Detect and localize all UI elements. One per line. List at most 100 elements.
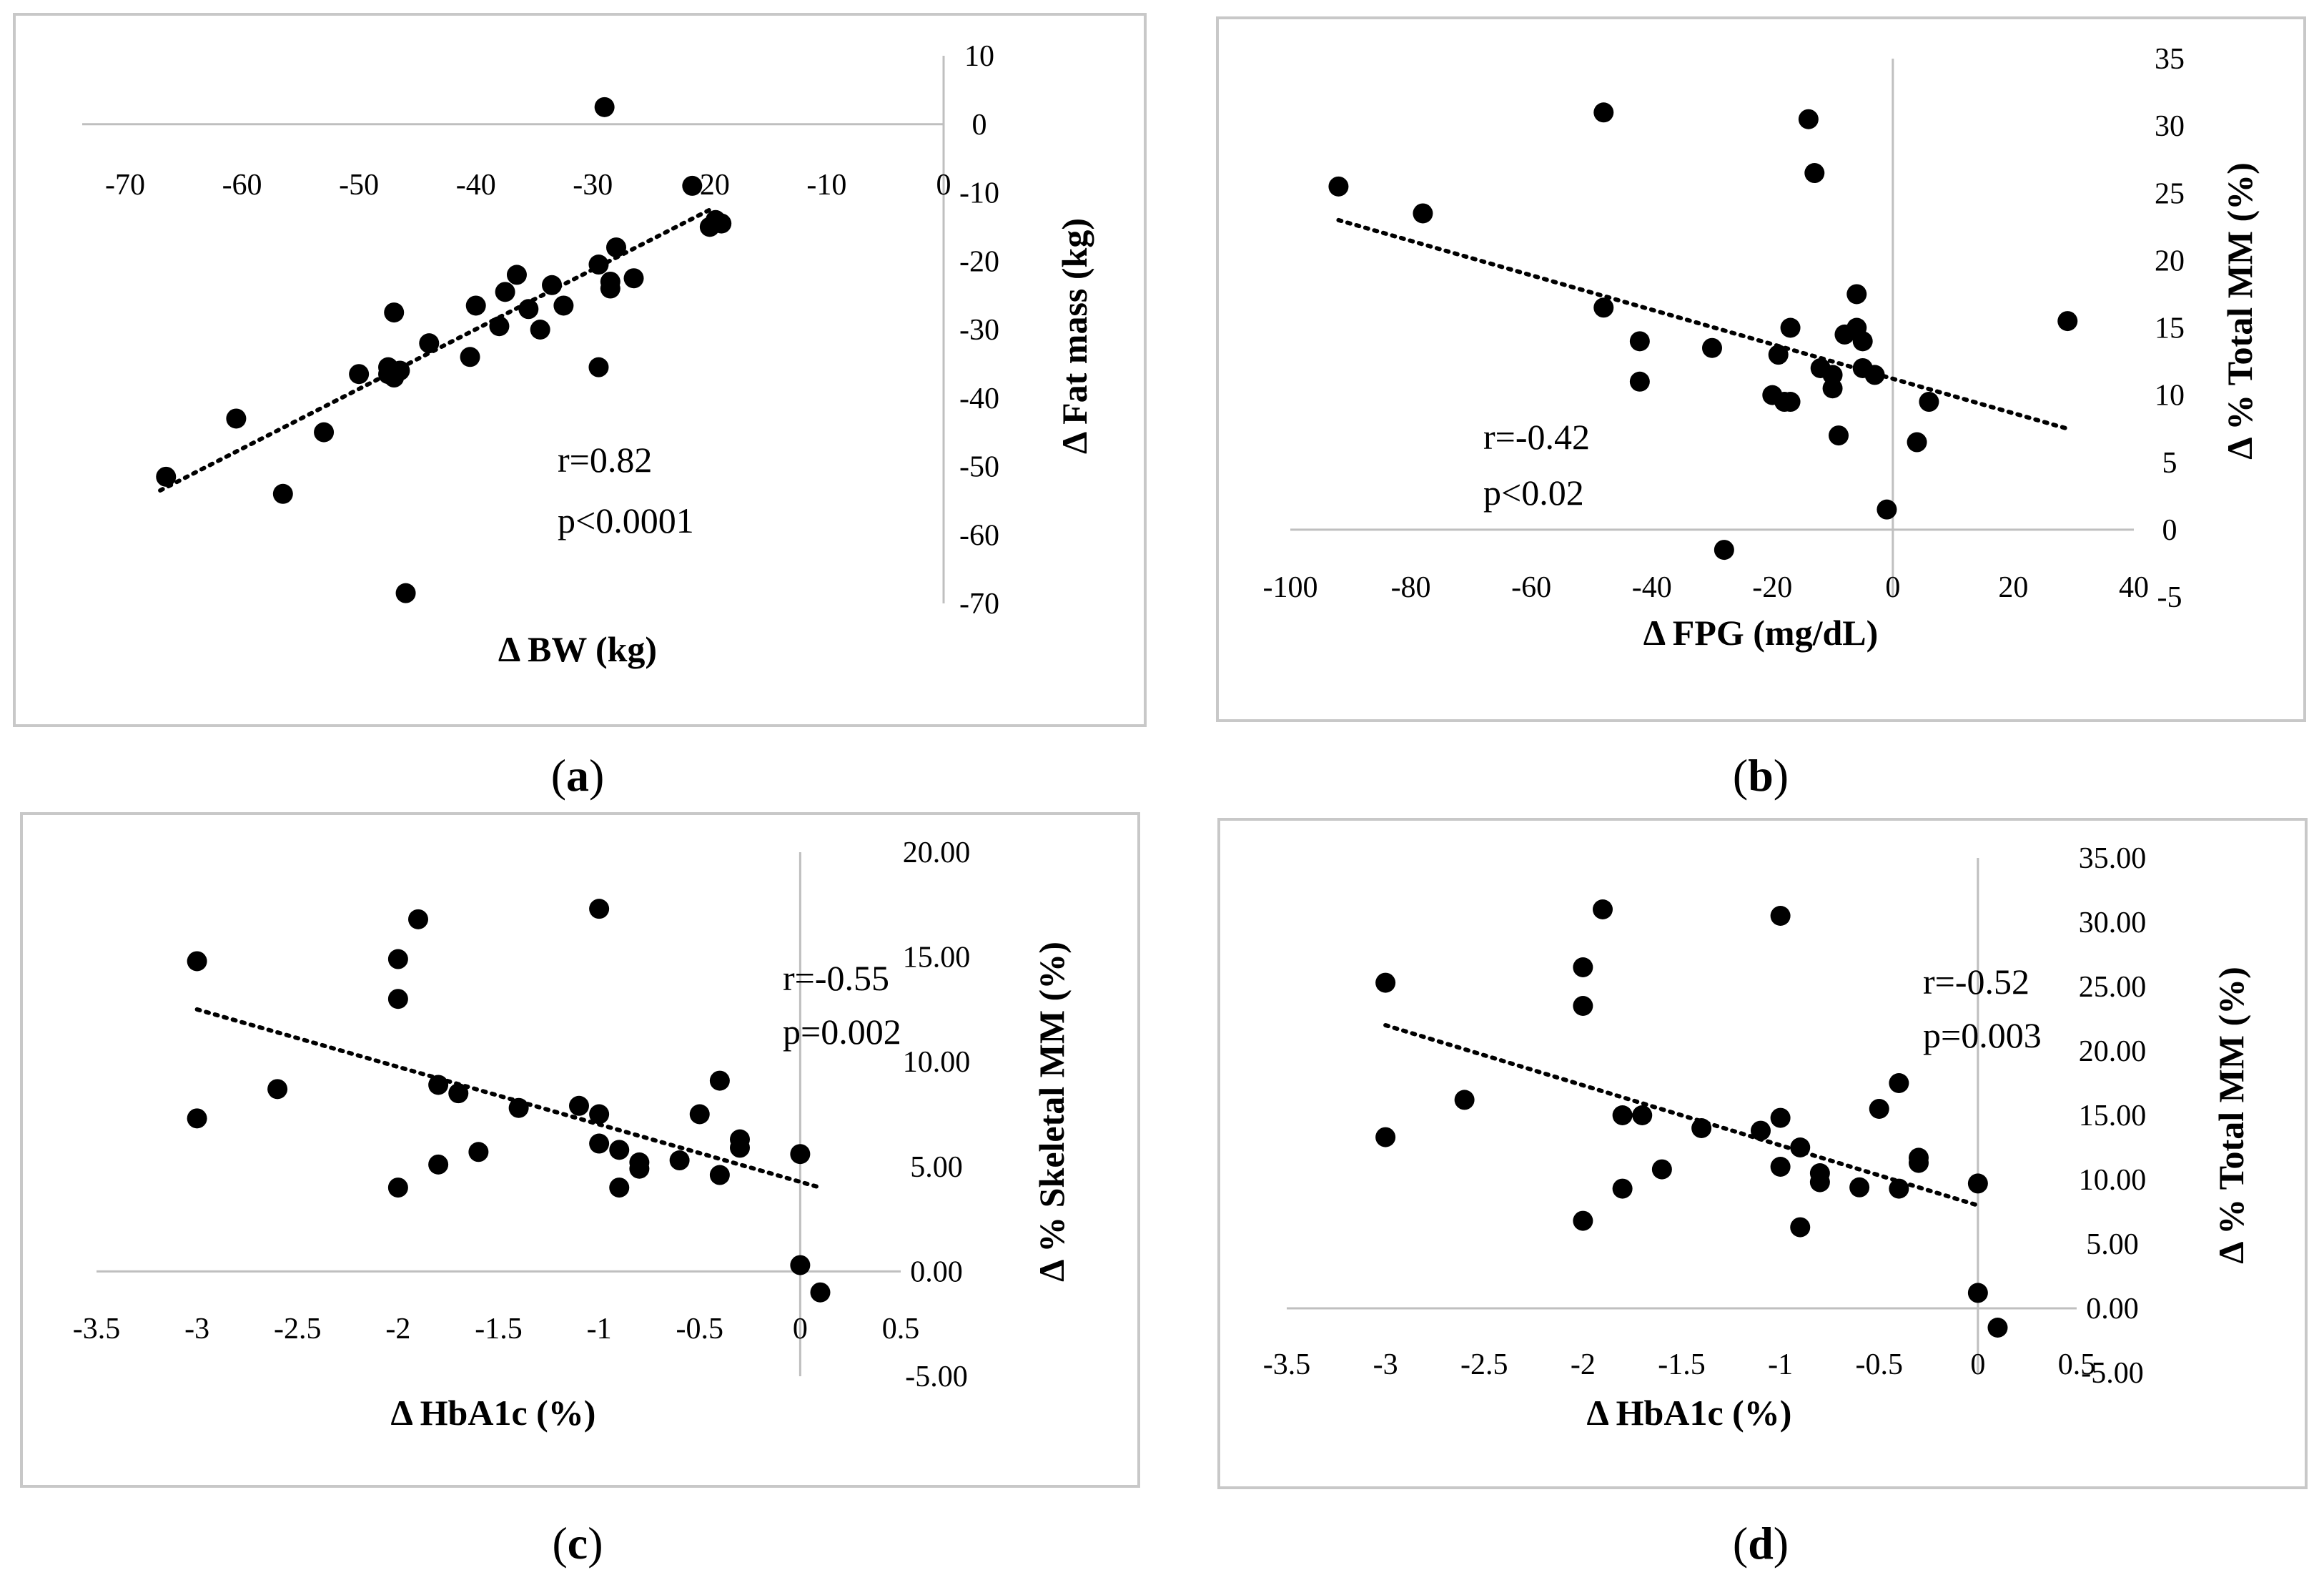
data-point <box>600 278 620 299</box>
trendline <box>194 1007 823 1190</box>
y-tick-label: 20 <box>2155 245 2185 277</box>
data-point <box>1849 1177 1870 1198</box>
x-tick-label: -100 <box>1263 571 1318 604</box>
data-point <box>1809 1172 1830 1193</box>
y-tick-label: -10 <box>959 177 999 210</box>
data-point <box>187 951 207 972</box>
x-tick-label: -40 <box>456 169 496 202</box>
data-point <box>609 1140 630 1160</box>
y-tick-label: -30 <box>959 314 999 347</box>
data-point <box>1328 176 1349 197</box>
data-point <box>349 364 370 385</box>
y-tick-label: 35.00 <box>2079 842 2147 875</box>
x-tick-label: -10 <box>806 169 846 202</box>
data-point <box>489 316 510 337</box>
y-axis-title: Δ % Skeletal MM (%) <box>1032 942 1072 1282</box>
scatter-panel-a: -70 -60 -50 -40 -30 -20 -10 0100-10-20-30-40-50… <box>82 40 1094 669</box>
y-tick-label: 20.00 <box>2079 1035 2147 1068</box>
x-tick-label: -30 <box>573 169 613 202</box>
data-point <box>272 483 293 504</box>
data-point <box>1852 331 1873 352</box>
data-point <box>1876 499 1897 520</box>
x-axis-title: Δ FPG (mg/dL) <box>1643 613 1879 653</box>
panel-label-b: (b) <box>1733 750 1789 801</box>
x-tick-label: 0 <box>936 169 951 202</box>
data-point <box>1919 392 1939 413</box>
data-point <box>790 1144 811 1165</box>
data-point <box>1651 1159 1672 1180</box>
data-point <box>384 302 405 323</box>
data-point <box>542 275 563 295</box>
data-point <box>1780 317 1801 338</box>
y-tick-label: -50 <box>959 451 999 484</box>
data-point <box>682 175 703 196</box>
scatter-panel-c: -3.5 -3 -2.5 -2 -1.5 -1 -0.5 0 0.5 20.00 15.00 10.0… <box>73 836 1072 1433</box>
y-tick-label: -5.00 <box>905 1361 968 1393</box>
data-point <box>589 1133 610 1154</box>
y-tick-label: 25.00 <box>2079 971 2147 1004</box>
data-point <box>1770 1157 1791 1177</box>
data-point <box>1909 1152 1929 1173</box>
data-point <box>1573 1210 1593 1231</box>
y-tick-label: 10 <box>964 40 994 73</box>
y-tick-label: 5.00 <box>2086 1228 2139 1261</box>
x-tick-label: 40 <box>2119 571 2149 604</box>
data-point <box>1790 1137 1811 1157</box>
data-point <box>408 909 428 929</box>
x-tick-label: -60 <box>1511 571 1551 604</box>
data-point <box>419 333 440 354</box>
data-point <box>468 1142 489 1162</box>
x-tick-label: -2.5 <box>1460 1348 1508 1381</box>
data-point <box>187 1108 207 1129</box>
x-tick-label: -60 <box>222 169 262 202</box>
data-point <box>1714 540 1734 561</box>
panel-label-d: (d) <box>1733 1518 1789 1569</box>
data-point <box>267 1079 288 1100</box>
y-tick-label: 35 <box>2155 43 2185 76</box>
data-point <box>609 1177 630 1198</box>
data-point <box>669 1150 690 1171</box>
data-point <box>1889 1073 1909 1093</box>
data-point <box>1629 371 1650 392</box>
data-point <box>1869 1099 1889 1119</box>
data-point <box>508 1097 529 1118</box>
stat-annotation: p=0.003 <box>1923 1015 2042 1055</box>
x-tick-label: -2.5 <box>274 1313 322 1346</box>
x-tick-label: -1 <box>1768 1348 1793 1381</box>
y-tick-label: 0 <box>2162 514 2177 547</box>
x-tick-label: -80 <box>1391 571 1431 604</box>
x-axis-title: Δ HbA1c (%) <box>1587 1393 1792 1433</box>
panel-label-c: (c) <box>552 1518 603 1569</box>
data-point <box>1987 1318 2008 1338</box>
y-tick-label: -70 <box>959 588 999 621</box>
data-point <box>588 255 609 275</box>
data-point <box>428 1075 449 1095</box>
data-point <box>495 282 515 302</box>
x-tick-label: -3 <box>1373 1348 1398 1381</box>
stat-annotation: r=-0.52 <box>1923 962 2029 1002</box>
data-point <box>594 97 615 117</box>
data-point <box>1822 378 1843 399</box>
data-point <box>553 295 574 316</box>
panel-a-frame <box>13 13 1147 727</box>
x-tick-label: -0.5 <box>676 1313 724 1346</box>
data-point <box>530 320 550 340</box>
data-point <box>395 583 416 603</box>
panel-d-frame <box>1217 818 2308 1489</box>
data-point <box>1691 1118 1712 1138</box>
data-point <box>1593 102 1614 123</box>
y-tick-label: 15 <box>2155 312 2185 345</box>
x-tick-label: -70 <box>105 169 145 202</box>
data-point <box>1907 432 1927 453</box>
y-tick-label: -5.00 <box>2081 1357 2144 1390</box>
data-point <box>1632 1105 1653 1125</box>
data-point <box>589 1104 610 1125</box>
data-point <box>588 357 609 377</box>
y-tick-label: 15.00 <box>2079 1100 2147 1132</box>
x-tick-label: -3.5 <box>73 1313 121 1346</box>
x-tick-label: 0 <box>1970 1348 1985 1381</box>
data-point <box>387 989 408 1009</box>
y-tick-label: 5 <box>2162 447 2177 480</box>
y-tick-label: -20 <box>959 245 999 278</box>
x-tick-label: 0 <box>793 1313 808 1346</box>
